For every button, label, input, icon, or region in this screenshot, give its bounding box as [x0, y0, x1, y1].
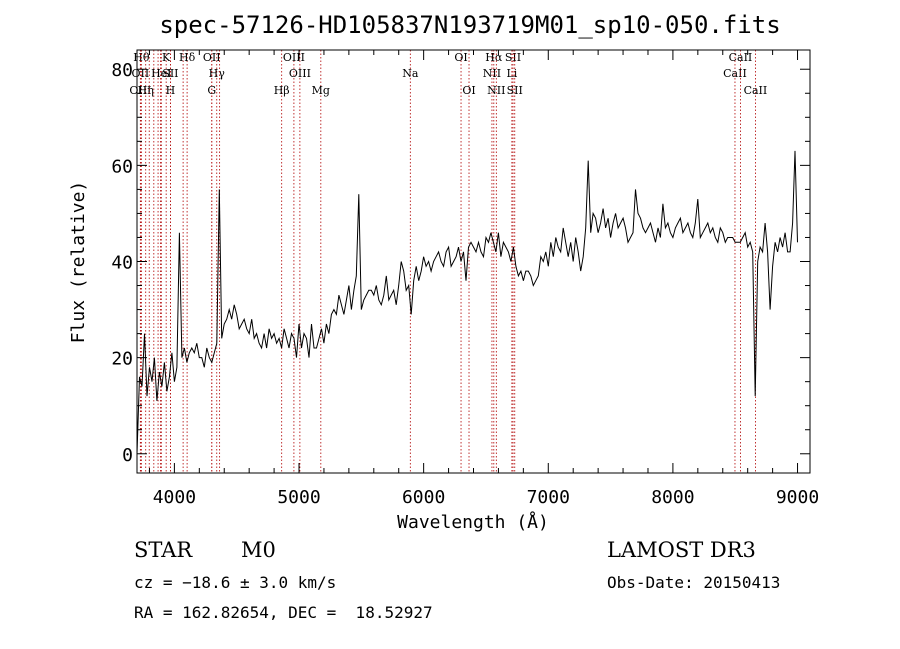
spectral-line-label: SII: [162, 67, 178, 80]
spectral-line-label: Mg: [312, 84, 330, 97]
spectral-line-label: Hα: [485, 51, 503, 64]
spectral-line-label: CaII: [729, 51, 753, 64]
x-tick-label: 6000: [402, 487, 445, 508]
spectral-line-label: Hδ: [179, 51, 196, 64]
y-tick-label: 40: [111, 253, 133, 274]
y-tick-label: 80: [111, 60, 133, 81]
y-tick-label: 0: [122, 445, 133, 466]
coordinates: RA = 162.82654, DEC = 18.52927: [134, 603, 433, 622]
spectral-line-label: Hβ: [274, 84, 290, 97]
spectral-line-label: NII: [487, 84, 505, 97]
spectral-line-label: Hθ: [133, 51, 150, 64]
survey-name: LAMOST DR3: [607, 538, 756, 562]
spectral-line-label: NII: [483, 67, 501, 80]
y-axis-label: Flux (relative): [68, 181, 89, 344]
x-tick-label: 8000: [651, 487, 694, 508]
spectral-line-label: HeI: [151, 67, 171, 80]
x-tick-label: 5000: [277, 487, 320, 508]
spectral-line-label: Na: [402, 67, 419, 80]
x-axis: 4000 5000 6000 7000 8000 9000: [148, 50, 819, 508]
object-subclass: M0: [241, 538, 276, 562]
observation-date: Obs-Date: 20150413: [607, 573, 781, 592]
spectral-line-label: Hγ: [209, 67, 226, 80]
x-tick-label: 7000: [527, 487, 570, 508]
y-tick-label: 20: [111, 349, 133, 370]
spectral-line-label: K: [162, 51, 171, 64]
x-axis-label: Wavelength (Å): [397, 511, 549, 533]
object-class: STAR: [134, 538, 193, 562]
spectral-line-label: OI: [462, 84, 475, 97]
spectral-line-label: OI: [454, 51, 467, 64]
spectral-line-label: OII: [132, 67, 150, 80]
plot-frame: [136, 49, 811, 474]
spectral-line-label: G: [207, 84, 216, 97]
spectral-line-label: OIII: [289, 67, 311, 80]
spectral-line-label: OIII: [129, 84, 151, 97]
x-tick-label: 9000: [776, 487, 819, 508]
spectral-line-label: Li: [506, 67, 517, 80]
spectral-line-label: SII: [507, 84, 523, 97]
spectrum-line: [136, 150, 798, 454]
spectral-line-label: CaII: [723, 67, 747, 80]
y-axis: 0 20 40 60 80: [111, 60, 810, 466]
spectral-line-label: CaII: [744, 84, 768, 97]
spectral-line-label: Hη: [138, 84, 154, 97]
chart-title: spec-57126-HD105837N193719M01_sp10-050.f…: [159, 11, 780, 39]
spectral-line-label: H: [166, 84, 176, 97]
y-tick-label: 60: [111, 156, 133, 177]
redshift-info: cz = −18.6 ± 3.0 km/s: [134, 573, 337, 592]
spectral-line-label: OIII: [283, 51, 305, 64]
spectral-line-label: SII: [505, 51, 521, 64]
x-tick-label: 4000: [153, 487, 196, 508]
